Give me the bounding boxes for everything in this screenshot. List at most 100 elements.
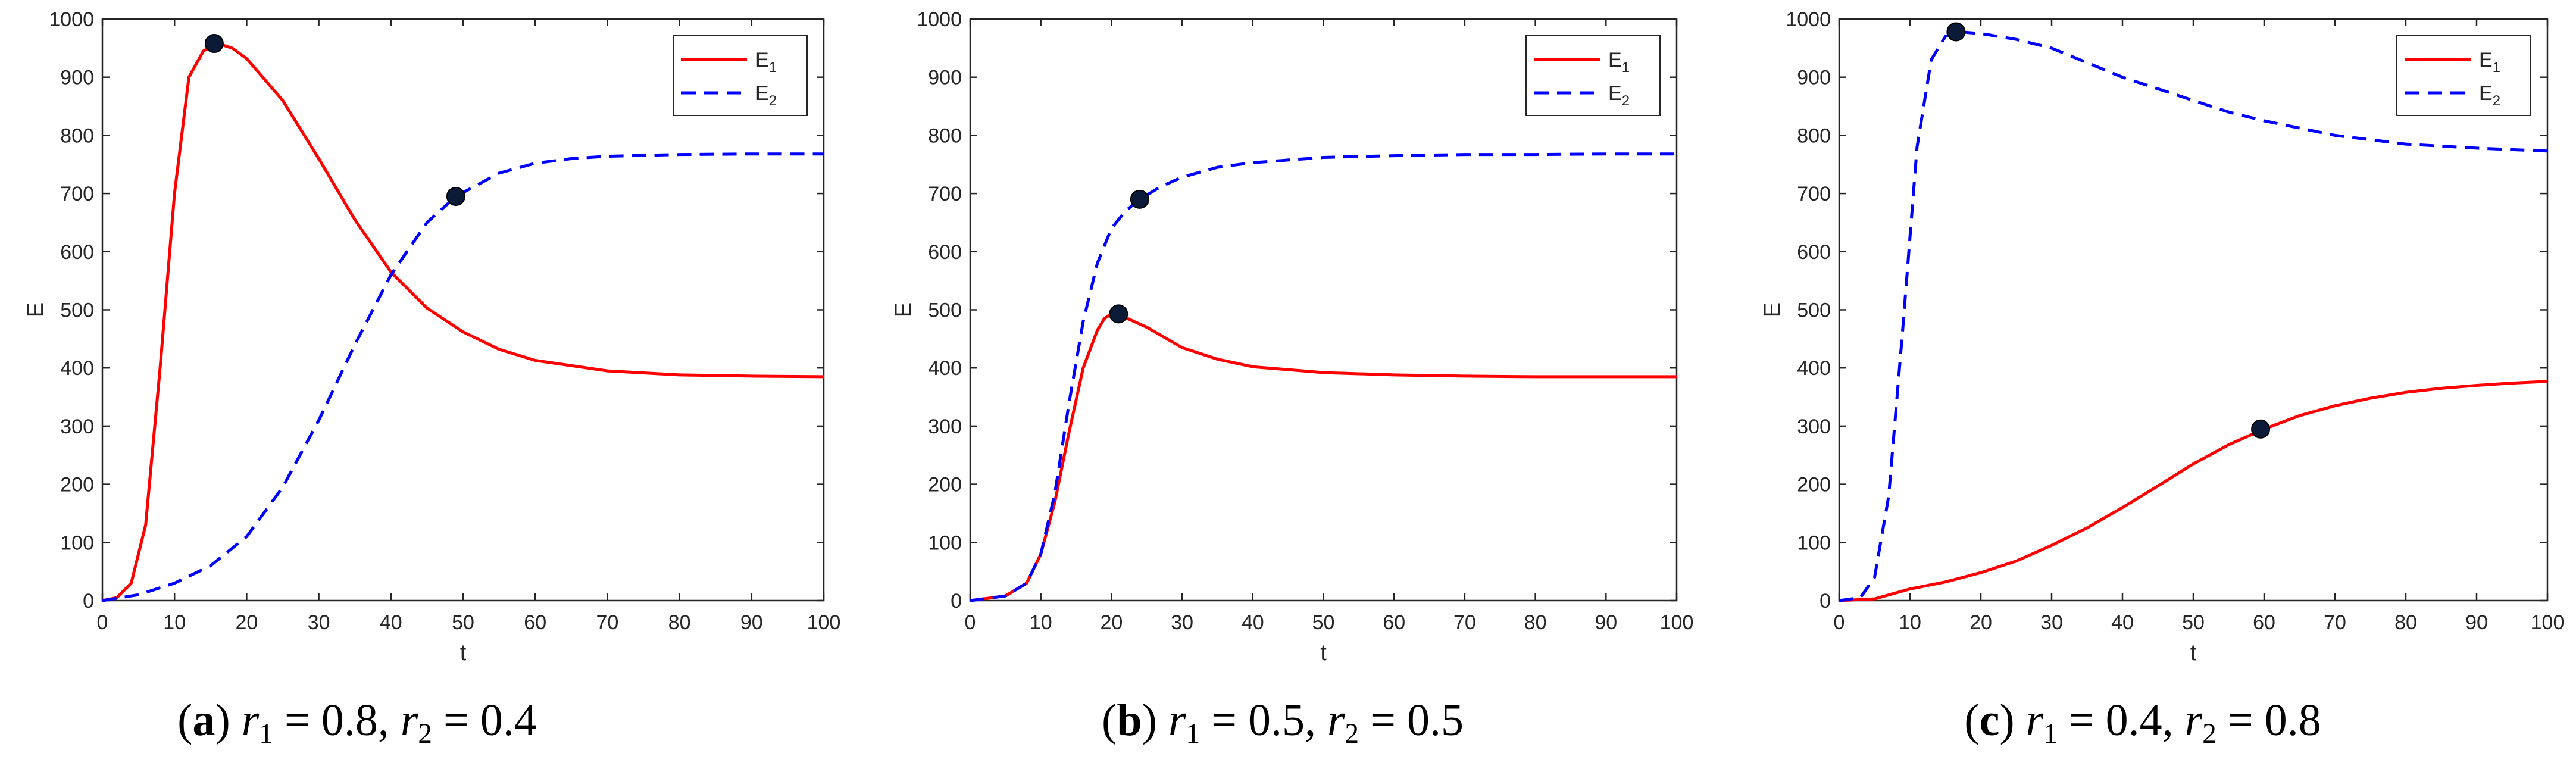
panel-a: 0 10 20 30 40 50 60 70 80 90 100010020030040050060… (23, 8, 840, 665)
y-tick-label: 900 (60, 67, 94, 89)
x-tick-label: 30 (1171, 611, 1193, 634)
x-tick-label: 40 (1242, 611, 1264, 634)
x-tick-label: 70 (2324, 611, 2346, 634)
y-tick-label: 600 (928, 241, 962, 264)
panel-c: 0 10 20 30 40 50 60 70 80 90 100010020030040050060… (1760, 8, 2564, 665)
x-tick-label: 10 (163, 611, 186, 634)
y-tick-label: 500 (1797, 299, 1831, 322)
x-axis-label: t (1320, 640, 1327, 665)
legend-box (1525, 35, 1661, 116)
y-tick-label: 0 (83, 590, 94, 612)
legend-box (2396, 35, 2531, 116)
x-tick-label: 0 (1834, 611, 1845, 634)
legend-label-e1: E1 (1608, 49, 1630, 76)
data-marker (1946, 22, 1966, 42)
x-tick-label: 10 (1030, 611, 1052, 634)
y-tick-label: 100 (60, 532, 94, 554)
x-tick-label: 80 (2394, 611, 2417, 634)
data-marker (1109, 304, 1128, 324)
legend-label-e2: E2 (2479, 82, 2500, 109)
x-tick-label: 40 (380, 611, 402, 634)
y-tick-label: 900 (928, 67, 962, 89)
y-tick-label: 500 (928, 299, 962, 322)
x-tick-label: 40 (2111, 611, 2134, 634)
y-tick-label: 300 (60, 415, 94, 438)
legend-box (673, 35, 808, 116)
series-line-e2 (1839, 30, 2548, 602)
caption-a: (a) r1 = 0.8, r2 = 0.4 (177, 695, 537, 750)
y-tick-label: 1000 (917, 8, 962, 31)
x-tick-label: 60 (524, 611, 546, 634)
x-tick-label: 30 (2040, 611, 2063, 634)
x-tick-label: 80 (668, 611, 691, 634)
x-tick-label: 10 (1899, 611, 1921, 634)
x-tick-label: 90 (2465, 611, 2488, 634)
y-tick-label: 600 (60, 241, 94, 264)
y-tick-label: 0 (1820, 590, 1831, 612)
y-tick-label: 800 (928, 124, 962, 147)
y-tick-label: 300 (928, 415, 962, 438)
y-tick-label: 700 (1797, 183, 1831, 205)
y-tick-label: 100 (928, 532, 962, 554)
x-tick-label: 90 (740, 611, 763, 634)
x-tick-label: 30 (308, 611, 330, 634)
x-tick-label: 0 (97, 611, 108, 634)
series-line-e1 (102, 42, 824, 602)
y-tick-label: 1000 (1786, 8, 1831, 31)
x-tick-label: 80 (1524, 611, 1547, 634)
y-tick-label: 300 (1797, 415, 1831, 438)
caption-c: (c) r1 = 0.4, r2 = 0.8 (1964, 695, 2321, 750)
y-tick-label: 700 (928, 183, 962, 205)
x-tick-label: 90 (1595, 611, 1617, 634)
x-tick-label: 0 (965, 611, 976, 634)
x-tick-label: 20 (1969, 611, 1992, 634)
legend-label-e2: E2 (755, 82, 777, 109)
y-axis-label: E (891, 302, 916, 317)
series-line-e2 (970, 152, 1677, 602)
panel-b: 0 10 20 30 40 50 60 70 80 90 100010020030040050060… (891, 8, 1693, 665)
legend-label-e1: E1 (2479, 49, 2500, 76)
x-tick-label: 100 (2531, 611, 2565, 634)
y-tick-label: 100 (1797, 532, 1831, 554)
x-tick-label: 20 (235, 611, 258, 634)
y-tick-label: 200 (1797, 474, 1831, 496)
caption-b: (b) r1 = 0.5, r2 = 0.5 (1102, 695, 1464, 750)
x-tick-label: 60 (2253, 611, 2275, 634)
x-tick-label: 50 (1312, 611, 1335, 634)
x-axis-label: t (2190, 640, 2197, 665)
y-tick-label: 0 (951, 590, 962, 612)
y-tick-label: 200 (928, 474, 962, 496)
series-line-e1 (1839, 380, 2548, 602)
y-tick-label: 700 (60, 183, 94, 205)
legend-label-e1: E1 (755, 49, 777, 76)
data-marker (1130, 189, 1149, 209)
x-tick-label: 70 (1453, 611, 1476, 634)
x-tick-label: 60 (1383, 611, 1405, 634)
y-tick-label: 900 (1797, 67, 1831, 89)
x-axis-label: t (460, 640, 467, 665)
x-tick-label: 20 (1100, 611, 1123, 634)
y-tick-label: 800 (1797, 124, 1831, 147)
y-axis-label: E (23, 302, 48, 317)
legend-label-e2: E2 (1608, 82, 1630, 109)
x-tick-label: 50 (2182, 611, 2205, 634)
y-tick-label: 600 (1797, 241, 1831, 264)
data-marker (2251, 419, 2271, 439)
y-tick-label: 400 (1797, 357, 1831, 380)
x-tick-label: 50 (452, 611, 474, 634)
y-tick-label: 800 (60, 124, 94, 147)
y-tick-label: 1000 (49, 8, 94, 31)
x-tick-label: 100 (807, 611, 841, 634)
data-marker (446, 186, 465, 206)
x-tick-label: 100 (1660, 611, 1694, 634)
y-tick-label: 400 (928, 357, 962, 380)
x-tick-label: 70 (596, 611, 618, 634)
y-tick-label: 200 (60, 474, 94, 496)
y-axis-label: E (1760, 302, 1785, 317)
y-tick-label: 500 (60, 299, 94, 322)
y-tick-label: 400 (60, 357, 94, 380)
